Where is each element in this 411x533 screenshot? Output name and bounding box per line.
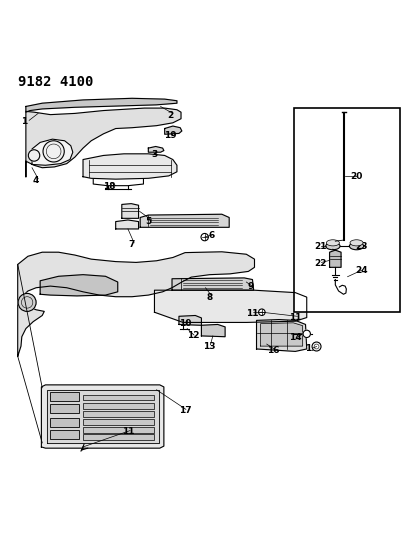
Text: 7: 7 — [129, 239, 135, 248]
Text: 20: 20 — [350, 172, 363, 181]
Ellipse shape — [350, 240, 363, 246]
Polygon shape — [115, 220, 139, 229]
Polygon shape — [256, 320, 307, 351]
Text: 2: 2 — [168, 111, 174, 120]
Text: 9: 9 — [247, 282, 254, 292]
Polygon shape — [140, 214, 229, 227]
Polygon shape — [201, 325, 225, 337]
Polygon shape — [172, 278, 254, 290]
Polygon shape — [155, 290, 307, 322]
Circle shape — [18, 294, 36, 311]
Bar — [83, 419, 155, 425]
Bar — [83, 434, 155, 440]
Text: 8: 8 — [206, 293, 213, 302]
Text: 24: 24 — [355, 266, 368, 275]
Polygon shape — [32, 139, 73, 165]
Polygon shape — [179, 316, 201, 325]
Polygon shape — [261, 323, 302, 346]
Polygon shape — [330, 250, 341, 268]
Text: 12: 12 — [187, 332, 199, 341]
Polygon shape — [26, 108, 181, 177]
Ellipse shape — [326, 240, 339, 246]
Text: 3: 3 — [151, 150, 157, 159]
Polygon shape — [26, 98, 177, 112]
Polygon shape — [165, 126, 182, 134]
Circle shape — [303, 330, 310, 337]
Polygon shape — [42, 385, 164, 448]
Text: 10: 10 — [179, 319, 191, 328]
Bar — [50, 417, 79, 426]
Polygon shape — [47, 390, 159, 443]
Text: 21: 21 — [314, 243, 327, 252]
Text: 11: 11 — [289, 313, 302, 322]
Circle shape — [312, 342, 321, 351]
Ellipse shape — [349, 243, 364, 250]
Polygon shape — [122, 204, 139, 219]
Text: 14: 14 — [289, 334, 302, 342]
Bar — [50, 405, 79, 414]
Polygon shape — [40, 274, 118, 296]
Text: 17: 17 — [179, 406, 192, 415]
Text: 22: 22 — [314, 259, 327, 268]
Circle shape — [28, 150, 40, 161]
Bar — [295, 108, 400, 312]
Text: 6: 6 — [208, 231, 215, 240]
Text: 19: 19 — [164, 131, 177, 140]
Text: 9182 4100: 9182 4100 — [18, 76, 93, 90]
Text: 11: 11 — [246, 309, 259, 318]
Circle shape — [259, 309, 265, 316]
Text: 11: 11 — [122, 427, 134, 437]
Bar — [83, 427, 155, 433]
Bar — [50, 392, 79, 401]
Text: 4: 4 — [33, 176, 39, 185]
Text: 1: 1 — [21, 117, 27, 126]
Text: 13: 13 — [203, 342, 216, 351]
Polygon shape — [18, 252, 254, 356]
Circle shape — [43, 141, 64, 162]
Ellipse shape — [326, 243, 340, 250]
Polygon shape — [83, 154, 177, 179]
Circle shape — [201, 233, 208, 241]
Text: 5: 5 — [145, 217, 152, 226]
Bar — [83, 394, 155, 400]
Text: 23: 23 — [355, 243, 368, 252]
Bar — [50, 430, 79, 439]
Text: 18: 18 — [103, 182, 116, 191]
Polygon shape — [148, 147, 164, 152]
Bar — [83, 411, 155, 417]
Text: 15: 15 — [305, 344, 318, 353]
Bar — [83, 403, 155, 409]
Text: 16: 16 — [267, 346, 279, 354]
